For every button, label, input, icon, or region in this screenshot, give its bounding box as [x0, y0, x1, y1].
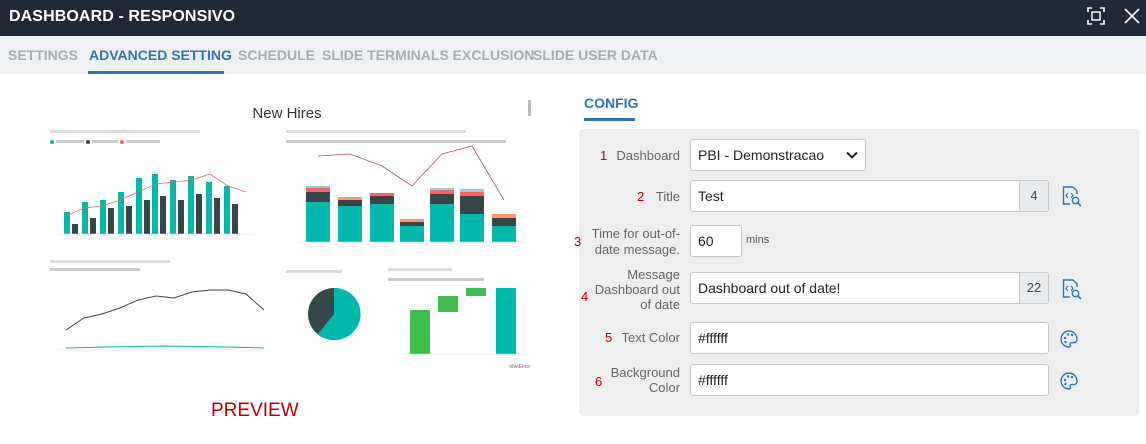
- annotation-2: 2: [637, 189, 645, 204]
- dashboard-preview: New Hires: [44, 96, 534, 372]
- tab-bar: SETTINGS ADVANCED SETTING SCHEDULE SLIDE…: [0, 36, 1146, 74]
- annotation-1: 1: [600, 148, 608, 163]
- preview-label: PREVIEW: [211, 400, 299, 421]
- time-input[interactable]: 60: [690, 225, 742, 257]
- title-char-count: 4: [1019, 180, 1049, 212]
- preview-scrollbar: [528, 100, 531, 116]
- message-label-line1: Message: [627, 267, 680, 282]
- bg-color-input[interactable]: #ffffff: [690, 364, 1049, 396]
- bg-color-label-line2: Color: [648, 380, 680, 395]
- preview-watermark: obviEnce: [509, 364, 530, 370]
- preview-report-title: New Hires: [252, 105, 321, 122]
- tab-slide-terminals-exclusion[interactable]: SLIDE TERMINALS EXCLUSION: [322, 47, 535, 63]
- preview-pie-chart: [308, 287, 361, 340]
- time-label-line2: date message.: [594, 242, 680, 257]
- dashboard-select-value: PBI - Demonstracao: [698, 147, 825, 163]
- title-bar: DASHBOARD - RESPONSIVO: [0, 0, 1146, 36]
- maximize-icon[interactable]: [1086, 6, 1106, 26]
- tab-schedule[interactable]: SCHEDULE: [238, 47, 316, 63]
- text-color-input[interactable]: #ffffff: [690, 322, 1049, 354]
- window-title: DASHBOARD - RESPONSIVO: [9, 8, 236, 25]
- title-input[interactable]: Test: [690, 180, 1020, 212]
- tab-advanced-setting[interactable]: ADVANCED SETTING: [89, 47, 232, 63]
- preview-bar-chart-1: [64, 173, 247, 234]
- time-unit: mins: [746, 234, 770, 246]
- palette-icon[interactable]: [1059, 371, 1079, 391]
- preview-waterfall-chart: [410, 288, 516, 354]
- dashboard-select[interactable]: PBI - Demonstracao: [690, 139, 866, 171]
- message-char-count: 22: [1019, 272, 1049, 304]
- text-color-label: Text Color: [621, 330, 680, 345]
- tab-slide-user-data[interactable]: SLIDE USER DATA: [533, 47, 658, 63]
- tab-config[interactable]: CONFIG: [584, 95, 639, 111]
- bg-color-label-line1: Background: [610, 365, 680, 380]
- chevron-down-icon: [846, 151, 858, 159]
- annotation-3: 3: [574, 234, 582, 249]
- title-label: Title: [655, 189, 680, 204]
- annotation-4: 4: [581, 289, 589, 304]
- annotation-5: 5: [605, 330, 613, 345]
- code-search-icon[interactable]: [1059, 184, 1083, 208]
- tab-settings[interactable]: SETTINGS: [8, 47, 79, 63]
- dashboard-label: Dashboard: [616, 148, 680, 163]
- message-label-line3: of date: [640, 297, 680, 312]
- active-tab-indicator: [88, 71, 224, 74]
- preview-image: New Hires: [50, 100, 531, 370]
- message-label-line2: Dashboard out: [594, 282, 680, 297]
- preview-line-chart: [65, 289, 265, 349]
- config-tab-indicator: [584, 118, 635, 121]
- code-search-icon[interactable]: [1059, 277, 1083, 301]
- palette-icon[interactable]: [1059, 329, 1079, 349]
- message-input[interactable]: Dashboard out of date!: [690, 272, 1020, 304]
- preview-stacked-bar-chart: [306, 145, 516, 242]
- time-label-line1: Time for out-of-: [591, 226, 680, 241]
- close-icon[interactable]: [1122, 6, 1142, 26]
- annotation-6: 6: [595, 374, 603, 389]
